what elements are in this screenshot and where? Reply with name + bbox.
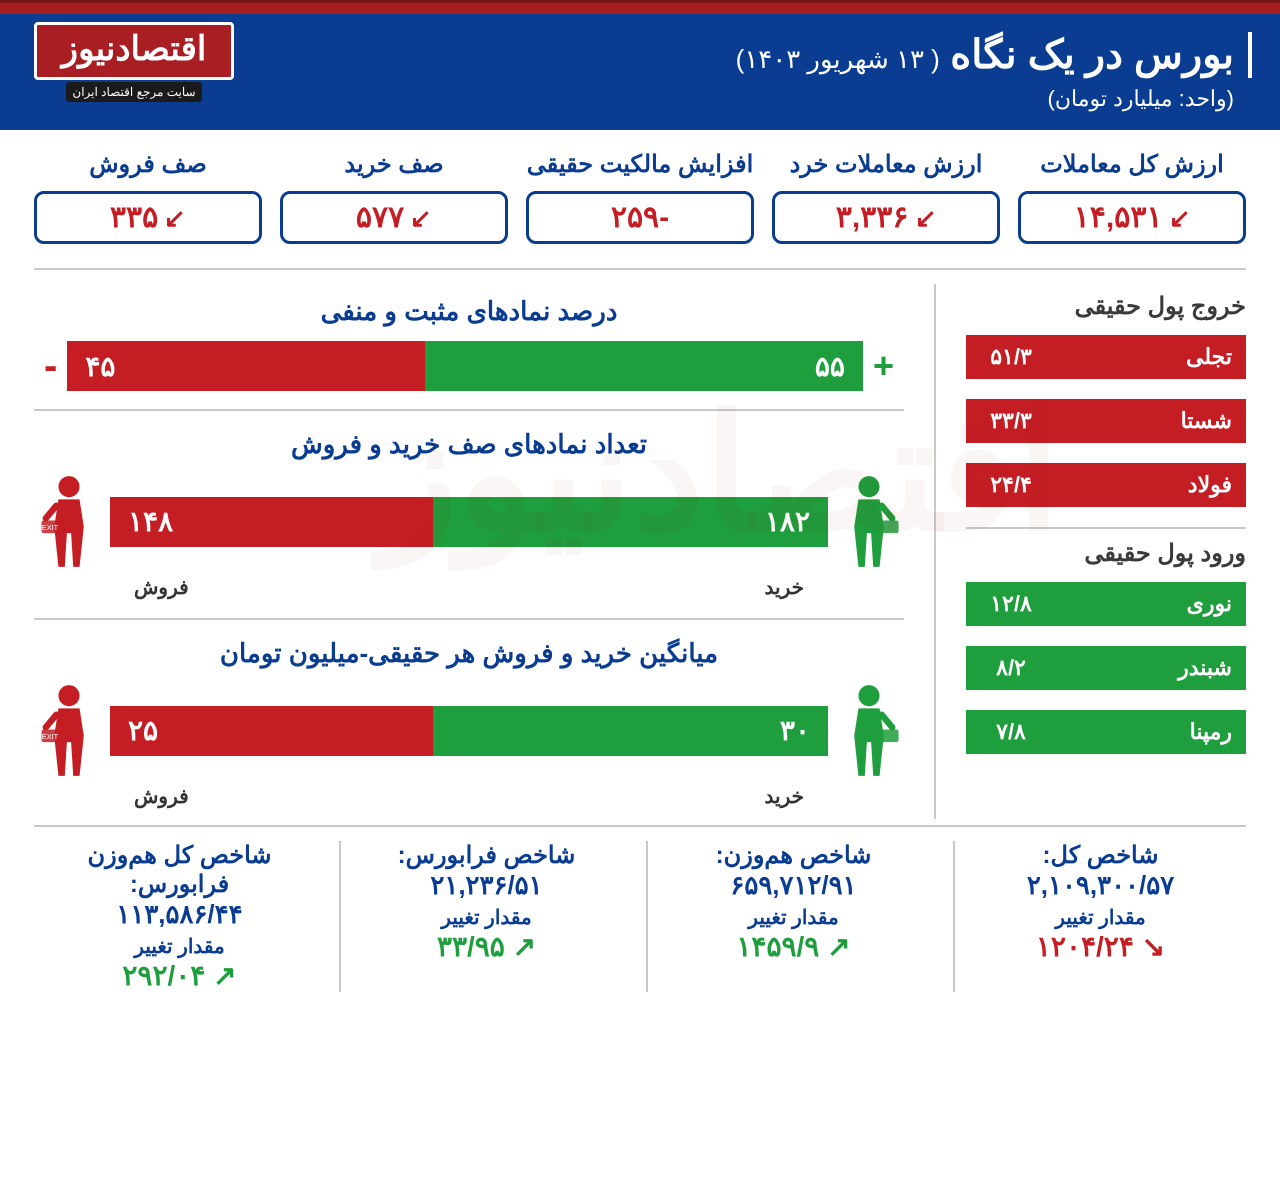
index-change-label: مقدار تغییر (961, 905, 1240, 930)
chart-block: میانگین خرید و فروش هر حقیقی-میلیون توما… (34, 638, 904, 809)
index-title: شاخص فرابورس: (347, 841, 626, 870)
stat-value: ۵۷۷ (280, 191, 508, 244)
side-column: خروج پول حقیقی تجلی۵۱/۳شستا۳۳/۳فولاد۲۴/۴… (966, 284, 1246, 819)
stat-value: -۲۵۹ (526, 191, 754, 244)
side-row: فولاد۲۴/۴ (966, 463, 1246, 507)
top-stats-row: ارزش کل معاملات ۱۴,۵۳۱ارزش معاملات خرد ۳… (0, 130, 1280, 254)
logo: اقتصادنیوز سایت مرجع اقتصاد ایران (34, 22, 234, 102)
stat-col: ارزش معاملات خرد ۳,۳۳۶ (772, 150, 1000, 244)
index-col: شاخص کل: ۲,۱۰۹,۳۰۰/۵۷ مقدار تغییر ۱۲۰۴/۲… (953, 841, 1246, 992)
side-row-name: رمپنا (1056, 711, 1246, 753)
inflow-title: ورود پول حقیقی (966, 539, 1246, 568)
minus-sign: - (44, 344, 57, 389)
index-change: ۱۲۰۴/۲۴ (961, 930, 1240, 963)
side-row-value: ۵۱/۳ (966, 336, 1056, 378)
stat-col: صف فروش ۳۳۵ (34, 150, 262, 244)
person-enter-icon (834, 683, 904, 778)
bar-chart: ۱۴۸ ۱۸۲ (110, 497, 828, 547)
side-row-value: ۱۲/۸ (966, 583, 1056, 625)
side-row: تجلی۵۱/۳ (966, 335, 1246, 379)
side-row: شبندر۸/۲ (966, 646, 1246, 690)
stat-col: صف خرید ۵۷۷ (280, 150, 508, 244)
divider (966, 527, 1246, 529)
side-row-value: ۸/۲ (966, 647, 1056, 689)
index-value: ۲۱,۲۳۶/۵۱ (347, 870, 626, 901)
index-title: شاخص کل هم‌وزن فرابورس: (40, 841, 319, 899)
side-row-value: ۳۳/۳ (966, 400, 1056, 442)
bar-negative: ۲۵ (110, 706, 433, 756)
bar-negative: ۱۴۸ (110, 497, 433, 547)
logo-text: اقتصادنیوز (34, 22, 234, 80)
index-change-label: مقدار تغییر (654, 905, 933, 930)
outflow-title: خروج پول حقیقی (966, 292, 1246, 321)
vertical-divider (934, 284, 936, 819)
side-row-name: فولاد (1056, 464, 1246, 506)
bar-label-buy: خرید (436, 575, 823, 600)
index-change-label: مقدار تغییر (347, 905, 626, 930)
index-value: ۶۵۹,۷۱۲/۹۱ (654, 870, 933, 901)
bar-negative: ۴۵ (67, 341, 425, 391)
index-change: ۲۹۲/۰۴ (40, 959, 319, 992)
stat-label: ارزش معاملات خرد (772, 150, 1000, 179)
index-col: شاخص کل هم‌وزن فرابورس: ۱۱۳,۵۸۶/۴۴ مقدار… (34, 841, 325, 992)
index-value: ۲,۱۰۹,۳۰۰/۵۷ (961, 870, 1240, 901)
stat-value: ۳,۳۳۶ (772, 191, 1000, 244)
bar-positive: ۱۸۲ (433, 497, 828, 547)
svg-text:EXIT: EXIT (42, 732, 59, 741)
page-date: ( ۱۳ شهریور ۱۴۰۳) (736, 44, 940, 74)
index-col: شاخص هم‌وزن: ۶۵۹,۷۱۲/۹۱ مقدار تغییر ۱۴۵۹… (646, 841, 939, 992)
index-change-label: مقدار تغییر (40, 934, 319, 959)
chart-title: درصد نمادهای مثبت و منفی (34, 296, 904, 327)
side-row-name: تجلی (1056, 336, 1246, 378)
side-row: نوری۱۲/۸ (966, 582, 1246, 626)
stat-label: صف فروش (34, 150, 262, 179)
side-row-name: شبندر (1056, 647, 1246, 689)
index-change: ۳۳/۹۵ (347, 930, 626, 963)
index-title: شاخص کل: (961, 841, 1240, 870)
top-red-bar (0, 0, 1280, 14)
bar-positive: ۵۵ (425, 341, 863, 391)
person-exit-icon: EXIT (34, 474, 104, 569)
bar-chart: ۲۵ ۳۰ (110, 706, 828, 756)
indices-row: شاخص کل: ۲,۱۰۹,۳۰۰/۵۷ مقدار تغییر ۱۲۰۴/۲… (34, 825, 1246, 992)
bar-label-buy: خرید (436, 784, 823, 809)
side-row-value: ۷/۸ (966, 711, 1056, 753)
svg-text:EXIT: EXIT (42, 523, 59, 532)
logo-sub: سایت مرجع اقتصاد ایران (66, 82, 201, 102)
side-row: رمپنا۷/۸ (966, 710, 1246, 754)
charts-column: درصد نمادهای مثبت و منفی - ۴۵ ۵۵ + تعداد ن… (34, 284, 904, 819)
side-row-name: شستا (1056, 400, 1246, 442)
bar-label-sell: فروش (116, 575, 436, 600)
plus-sign: + (873, 345, 894, 387)
index-title: شاخص هم‌وزن: (654, 841, 933, 870)
page-title: بورس در یک نگاه (950, 32, 1252, 78)
chart-block: درصد نمادهای مثبت و منفی - ۴۵ ۵۵ + (34, 296, 904, 391)
side-row: شستا۳۳/۳ (966, 399, 1246, 443)
person-exit-icon: EXIT (34, 683, 104, 778)
side-row-name: نوری (1056, 583, 1246, 625)
index-col: شاخص فرابورس: ۲۱,۲۳۶/۵۱ مقدار تغییر ۳۳/۹… (339, 841, 632, 992)
chart-block: تعداد نمادهای صف خرید و فروش EXIT ۱۴۸ ۱۸… (34, 429, 904, 600)
divider (34, 268, 1246, 270)
stat-label: صف خرید (280, 150, 508, 179)
index-value: ۱۱۳,۵۸۶/۴۴ (40, 899, 319, 930)
stat-col: ارزش کل معاملات ۱۴,۵۳۱ (1018, 150, 1246, 244)
stat-label: ارزش کل معاملات (1018, 150, 1246, 179)
bar-chart: ۴۵ ۵۵ (67, 341, 863, 391)
stat-value: ۱۴,۵۳۱ (1018, 191, 1246, 244)
chart-title: میانگین خرید و فروش هر حقیقی-میلیون توما… (34, 638, 904, 669)
side-row-value: ۲۴/۴ (966, 464, 1056, 506)
chart-title: تعداد نمادهای صف خرید و فروش (34, 429, 904, 460)
bar-label-sell: فروش (116, 784, 436, 809)
bar-positive: ۳۰ (433, 706, 828, 756)
stat-label: افزایش مالکیت حقیقی (526, 150, 754, 179)
stat-value: ۳۳۵ (34, 191, 262, 244)
main-area: خروج پول حقیقی تجلی۵۱/۳شستا۳۳/۳فولاد۲۴/۴… (0, 284, 1280, 819)
header: بورس در یک نگاه ( ۱۳ شهریور ۱۴۰۳) (واحد:… (0, 14, 1280, 130)
index-change: ۱۴۵۹/۹ (654, 930, 933, 963)
stat-col: افزایش مالکیت حقیقی -۲۵۹ (526, 150, 754, 244)
person-enter-icon (834, 474, 904, 569)
